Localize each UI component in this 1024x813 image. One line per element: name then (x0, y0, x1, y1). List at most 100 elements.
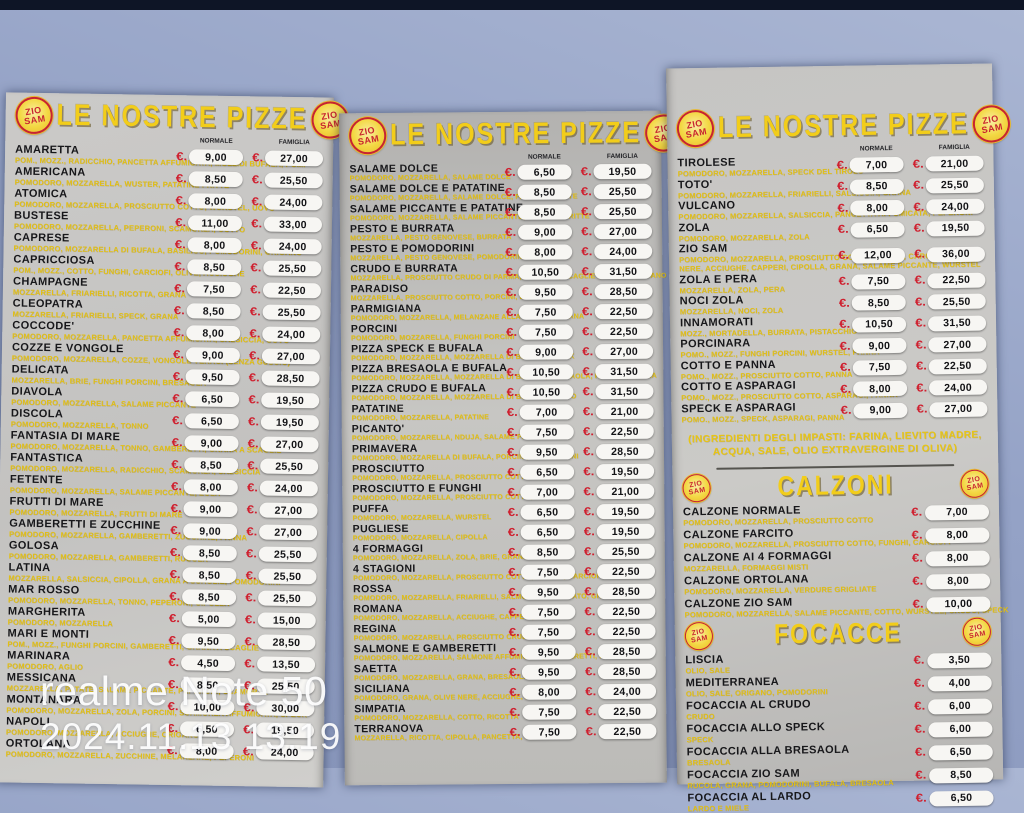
page-title: LE NOSTRE PIZZE (717, 106, 970, 145)
price-normale: 8,50 (184, 457, 239, 474)
menu-item: PATATINE POMODORO, MOZZARELLA, PATATINE … (352, 402, 654, 424)
price-famiglia: 27,00 (264, 150, 324, 167)
price: 6,50 (929, 790, 994, 807)
price-normale: 6,50 (520, 464, 575, 481)
price-famiglia: 22,50 (597, 623, 656, 640)
euro-symbol: €. (838, 249, 850, 262)
price-famiglia: 36,00 (926, 246, 986, 262)
euro-symbol: €. (508, 586, 520, 599)
euro-symbol: €. (247, 415, 260, 428)
menu-item: ZIO SAM POMODORO, MOZZARELLA, PROSCIUTTO… (679, 239, 986, 273)
euro-symbol: €. (250, 261, 262, 274)
price-normale: 7,50 (518, 324, 573, 341)
euro-symbol: €. (583, 545, 596, 559)
euro-symbol: €. (174, 282, 186, 295)
price-normale: 7,50 (518, 304, 573, 321)
euro-symbol: €. (915, 360, 928, 373)
price-column-header-normale: NORMALE (199, 137, 233, 145)
euro-symbol: €. (170, 524, 182, 537)
euro-symbol: €. (171, 436, 183, 449)
euro-symbol: €. (506, 386, 518, 399)
euro-symbol: €. (584, 585, 596, 599)
price-column-header-famiglia: FAMIGLIA (278, 138, 310, 147)
euro-symbol: €. (168, 656, 180, 669)
euro-symbol: €. (505, 226, 517, 239)
euro-symbol: €. (911, 506, 923, 519)
price: 6,00 (927, 698, 993, 715)
price-famiglia: 24,00 (594, 243, 653, 260)
price-famiglia: 25,50 (262, 304, 321, 321)
euro-symbol: €. (248, 349, 261, 362)
menu-item: ROMANA POMODORO, MOZZARELLA, ACCIUGHE, C… (353, 602, 656, 624)
euro-symbol: €. (913, 654, 925, 667)
menu-item: PIZZA SPECK E BUFALA POMODORO, MOZZARELL… (351, 342, 654, 364)
price-normale: 6,50 (184, 413, 239, 430)
price: 7,00 (924, 504, 990, 521)
menu-item: SICILIANA POMODORO, GRANA, OLIVE NERE, A… (354, 682, 657, 704)
euro-symbol: €. (507, 446, 519, 459)
euro-symbol: €. (914, 700, 926, 713)
euro-symbol: €. (251, 173, 263, 186)
euro-symbol: €. (250, 239, 262, 252)
euro-symbol: €. (914, 746, 927, 759)
euro-symbol: €. (583, 485, 595, 499)
euro-symbol: €. (507, 466, 519, 479)
euro-symbol: €. (583, 465, 595, 479)
euro-symbol: €. (249, 327, 261, 340)
euro-symbol: €. (838, 275, 850, 288)
price-famiglia: 24,00 (262, 326, 321, 343)
euro-symbol: €. (839, 340, 851, 353)
euro-symbol: €. (582, 405, 594, 419)
price-normale: 9,50 (521, 644, 576, 661)
price-famiglia: 25,50 (596, 543, 655, 560)
price-normale: 11,00 (187, 215, 243, 232)
euro-symbol: €. (914, 248, 926, 261)
zio-sam-logo: ZIO SAM (673, 106, 718, 151)
price-famiglia: 22,50 (598, 703, 657, 720)
item-ingredients: POMO., MOZZ., SPECK, ASPARAGI, PANNA (681, 412, 845, 424)
price: 4,00 (927, 675, 992, 692)
calzoni-list: CALZONE NORMALE POMODORO, MOZZARELLA, PR… (683, 501, 1009, 619)
euro-symbol: €. (248, 371, 260, 384)
euro-symbol: €. (585, 705, 597, 719)
price-normale: 7,50 (521, 604, 576, 621)
price-normale: 6,50 (520, 504, 575, 521)
price-normale: 9,50 (521, 584, 576, 601)
price-normale: 9,00 (517, 224, 573, 241)
price: 6,50 (928, 744, 993, 761)
menu-item: PIZZA BRESAOLA E BUFALA POMODORO, MOZZAR… (351, 362, 657, 384)
price-normale: 8,00 (186, 325, 241, 342)
euro-symbol: €. (170, 502, 182, 515)
page-title: LE NOSTRE PIZZE (390, 115, 642, 152)
camera-watermark-timestamp: 2024.11.13 13:19 (40, 716, 342, 757)
menu-item: PROSCIUTTO POMODORO, MOZZARELLA, PROSCIU… (352, 462, 655, 484)
price-normale: 7,50 (520, 564, 576, 581)
menu-item: FOCACCIA ALLO SPECK SPECK €. 6,00 (686, 718, 993, 744)
price-famiglia: 27,00 (928, 336, 987, 353)
euro-symbol: €. (837, 202, 849, 215)
price-famiglia: 24,00 (264, 194, 323, 211)
euro-symbol: €. (505, 286, 517, 299)
menu-item: FOCACCIA AL LARDO LARDO E MIELE €. 6,50 (687, 787, 994, 813)
euro-symbol: €. (507, 506, 519, 519)
calzoni-section-title: CALZONI (777, 468, 894, 502)
menu-item: CALZONE FARCITO POMODORO, MOZZARELLA, PR… (683, 524, 990, 550)
price-normale: 9,00 (852, 337, 907, 354)
zio-sam-logo: ZIO SAM (682, 619, 716, 653)
menu-item: CRUDO E BURRATA MOZZARELLA, PROSCIUTTO C… (350, 262, 666, 284)
price-normale: 7,00 (520, 484, 575, 501)
price-column-headers: NORMALE FAMIGLIA (349, 153, 651, 163)
menu-item: SALAME DOLCE POMODORO, MOZZARELLA, SALAM… (349, 162, 652, 184)
euro-symbol: €. (508, 646, 520, 659)
price-famiglia: 28,50 (261, 370, 320, 387)
euro-symbol: €. (839, 361, 852, 374)
price-famiglia: 25,50 (263, 260, 322, 277)
euro-symbol: €. (915, 792, 927, 805)
price-famiglia: 21,00 (596, 483, 655, 500)
euro-symbol: €. (584, 625, 596, 639)
price-famiglia: 22,50 (928, 358, 987, 374)
euro-symbol: €. (913, 222, 925, 235)
menu-item: PARMIGIANA POMODORO, MOZZARELLA, MELANZA… (351, 302, 653, 324)
price-normale: 9,00 (188, 149, 244, 166)
euro-symbol: €. (582, 365, 594, 379)
